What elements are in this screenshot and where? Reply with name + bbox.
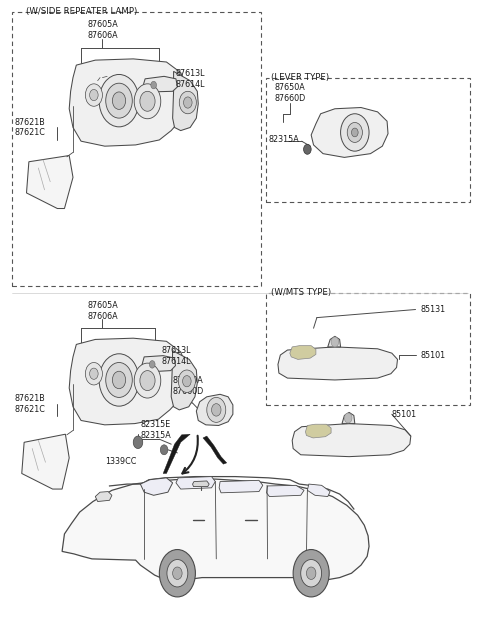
Polygon shape — [26, 155, 73, 209]
Polygon shape — [143, 76, 178, 92]
Polygon shape — [176, 477, 216, 489]
Text: 87613L
87614L: 87613L 87614L — [176, 69, 205, 89]
Text: 85131: 85131 — [420, 305, 445, 314]
Circle shape — [347, 123, 362, 142]
Polygon shape — [69, 59, 188, 146]
Polygon shape — [62, 479, 369, 580]
Text: 87621B
87621C: 87621B 87621C — [14, 118, 46, 137]
Text: 87605A
87606A: 87605A 87606A — [87, 301, 118, 321]
Polygon shape — [140, 478, 173, 495]
Circle shape — [134, 363, 161, 398]
Circle shape — [112, 371, 126, 389]
Polygon shape — [171, 350, 197, 410]
Circle shape — [99, 74, 139, 127]
Circle shape — [344, 413, 352, 423]
Circle shape — [112, 92, 126, 109]
Polygon shape — [203, 436, 227, 464]
Circle shape — [183, 97, 192, 108]
Circle shape — [207, 398, 226, 422]
Bar — [266, 77, 470, 203]
Circle shape — [341, 114, 369, 151]
Text: (LEVER TYPE): (LEVER TYPE) — [271, 73, 329, 82]
Circle shape — [173, 567, 182, 579]
Polygon shape — [69, 338, 187, 425]
Polygon shape — [192, 481, 209, 487]
Bar — [266, 292, 470, 405]
Bar — [12, 12, 261, 286]
FancyArrowPatch shape — [182, 436, 198, 474]
Circle shape — [140, 91, 155, 111]
Polygon shape — [142, 355, 176, 372]
Text: 87621B
87621C: 87621B 87621C — [14, 394, 46, 413]
Circle shape — [179, 91, 196, 114]
Text: 87650A
87660D: 87650A 87660D — [172, 376, 204, 396]
Circle shape — [149, 360, 155, 368]
Circle shape — [133, 436, 143, 448]
Text: 82315E
82315A: 82315E 82315A — [140, 420, 171, 440]
Circle shape — [293, 550, 329, 597]
Circle shape — [306, 567, 316, 579]
Polygon shape — [307, 484, 330, 496]
Polygon shape — [311, 108, 388, 157]
Text: 1339CC: 1339CC — [105, 457, 136, 465]
Polygon shape — [163, 434, 190, 474]
Polygon shape — [290, 346, 316, 359]
Circle shape — [106, 362, 132, 398]
Polygon shape — [342, 413, 355, 423]
Text: 87650A
87660D: 87650A 87660D — [274, 83, 305, 103]
Circle shape — [90, 89, 98, 101]
Polygon shape — [173, 71, 198, 131]
Polygon shape — [219, 481, 263, 493]
Circle shape — [351, 128, 358, 137]
Circle shape — [301, 560, 322, 587]
Text: 85101: 85101 — [392, 409, 417, 419]
Circle shape — [85, 84, 102, 106]
Text: 82315A: 82315A — [268, 135, 299, 145]
Circle shape — [160, 445, 168, 455]
Text: (W/MTS TYPE): (W/MTS TYPE) — [271, 288, 331, 297]
Polygon shape — [328, 337, 341, 347]
Text: 85101: 85101 — [420, 350, 445, 360]
Polygon shape — [278, 347, 397, 380]
Circle shape — [331, 337, 339, 347]
Circle shape — [134, 84, 161, 119]
Circle shape — [167, 560, 188, 587]
Polygon shape — [292, 423, 411, 457]
Circle shape — [182, 376, 191, 387]
Polygon shape — [266, 486, 304, 496]
Circle shape — [140, 370, 155, 391]
Circle shape — [179, 370, 195, 392]
Circle shape — [212, 404, 221, 416]
Polygon shape — [305, 424, 331, 438]
Circle shape — [159, 550, 195, 597]
Text: (W/SIDE REPEATER LAMP): (W/SIDE REPEATER LAMP) — [26, 8, 138, 16]
Text: 87613L
87614L: 87613L 87614L — [162, 346, 191, 365]
Circle shape — [151, 81, 156, 89]
Polygon shape — [196, 394, 233, 425]
Circle shape — [90, 368, 98, 379]
Polygon shape — [96, 491, 112, 501]
Circle shape — [303, 144, 311, 154]
Circle shape — [99, 353, 139, 406]
Circle shape — [85, 362, 102, 385]
Circle shape — [106, 83, 132, 118]
Polygon shape — [22, 434, 69, 489]
Text: 87605A
87606A: 87605A 87606A — [87, 20, 118, 40]
